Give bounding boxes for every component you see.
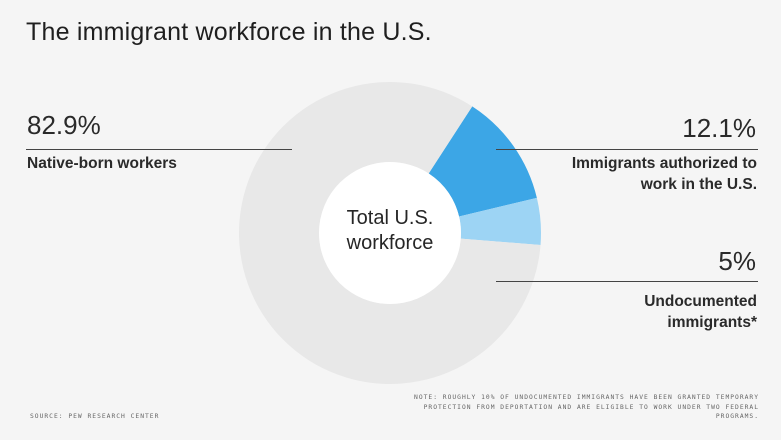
slice-label-authorized: Immigrants authorized to work in the U.S… <box>571 155 757 193</box>
slice-native-born <box>239 81 541 384</box>
donut-center-label: Total U.S. workforce <box>346 207 434 254</box>
leader-line-undocumented <box>496 281 758 282</box>
slice-value-native-born: 82.9% <box>27 110 101 140</box>
footnote: Note: Roughly 10% of undocumented immigr… <box>414 394 759 420</box>
slice-undocumented <box>459 197 541 246</box>
source-credit: Source: Pew Research Center <box>30 413 160 420</box>
leader-line-native-born <box>26 149 292 150</box>
donut-hole <box>319 162 461 304</box>
slice-label-undocumented: Undocumented immigrants* <box>644 293 757 331</box>
slice-value-undocumented: 5% <box>718 246 756 276</box>
chart-title: The immigrant workforce in the U.S. <box>26 18 432 46</box>
slice-label-native-born: Native-born workers <box>27 155 177 172</box>
slice-authorized <box>428 106 537 217</box>
leader-line-authorized <box>496 149 758 150</box>
slice-value-authorized: 12.1% <box>682 113 756 143</box>
